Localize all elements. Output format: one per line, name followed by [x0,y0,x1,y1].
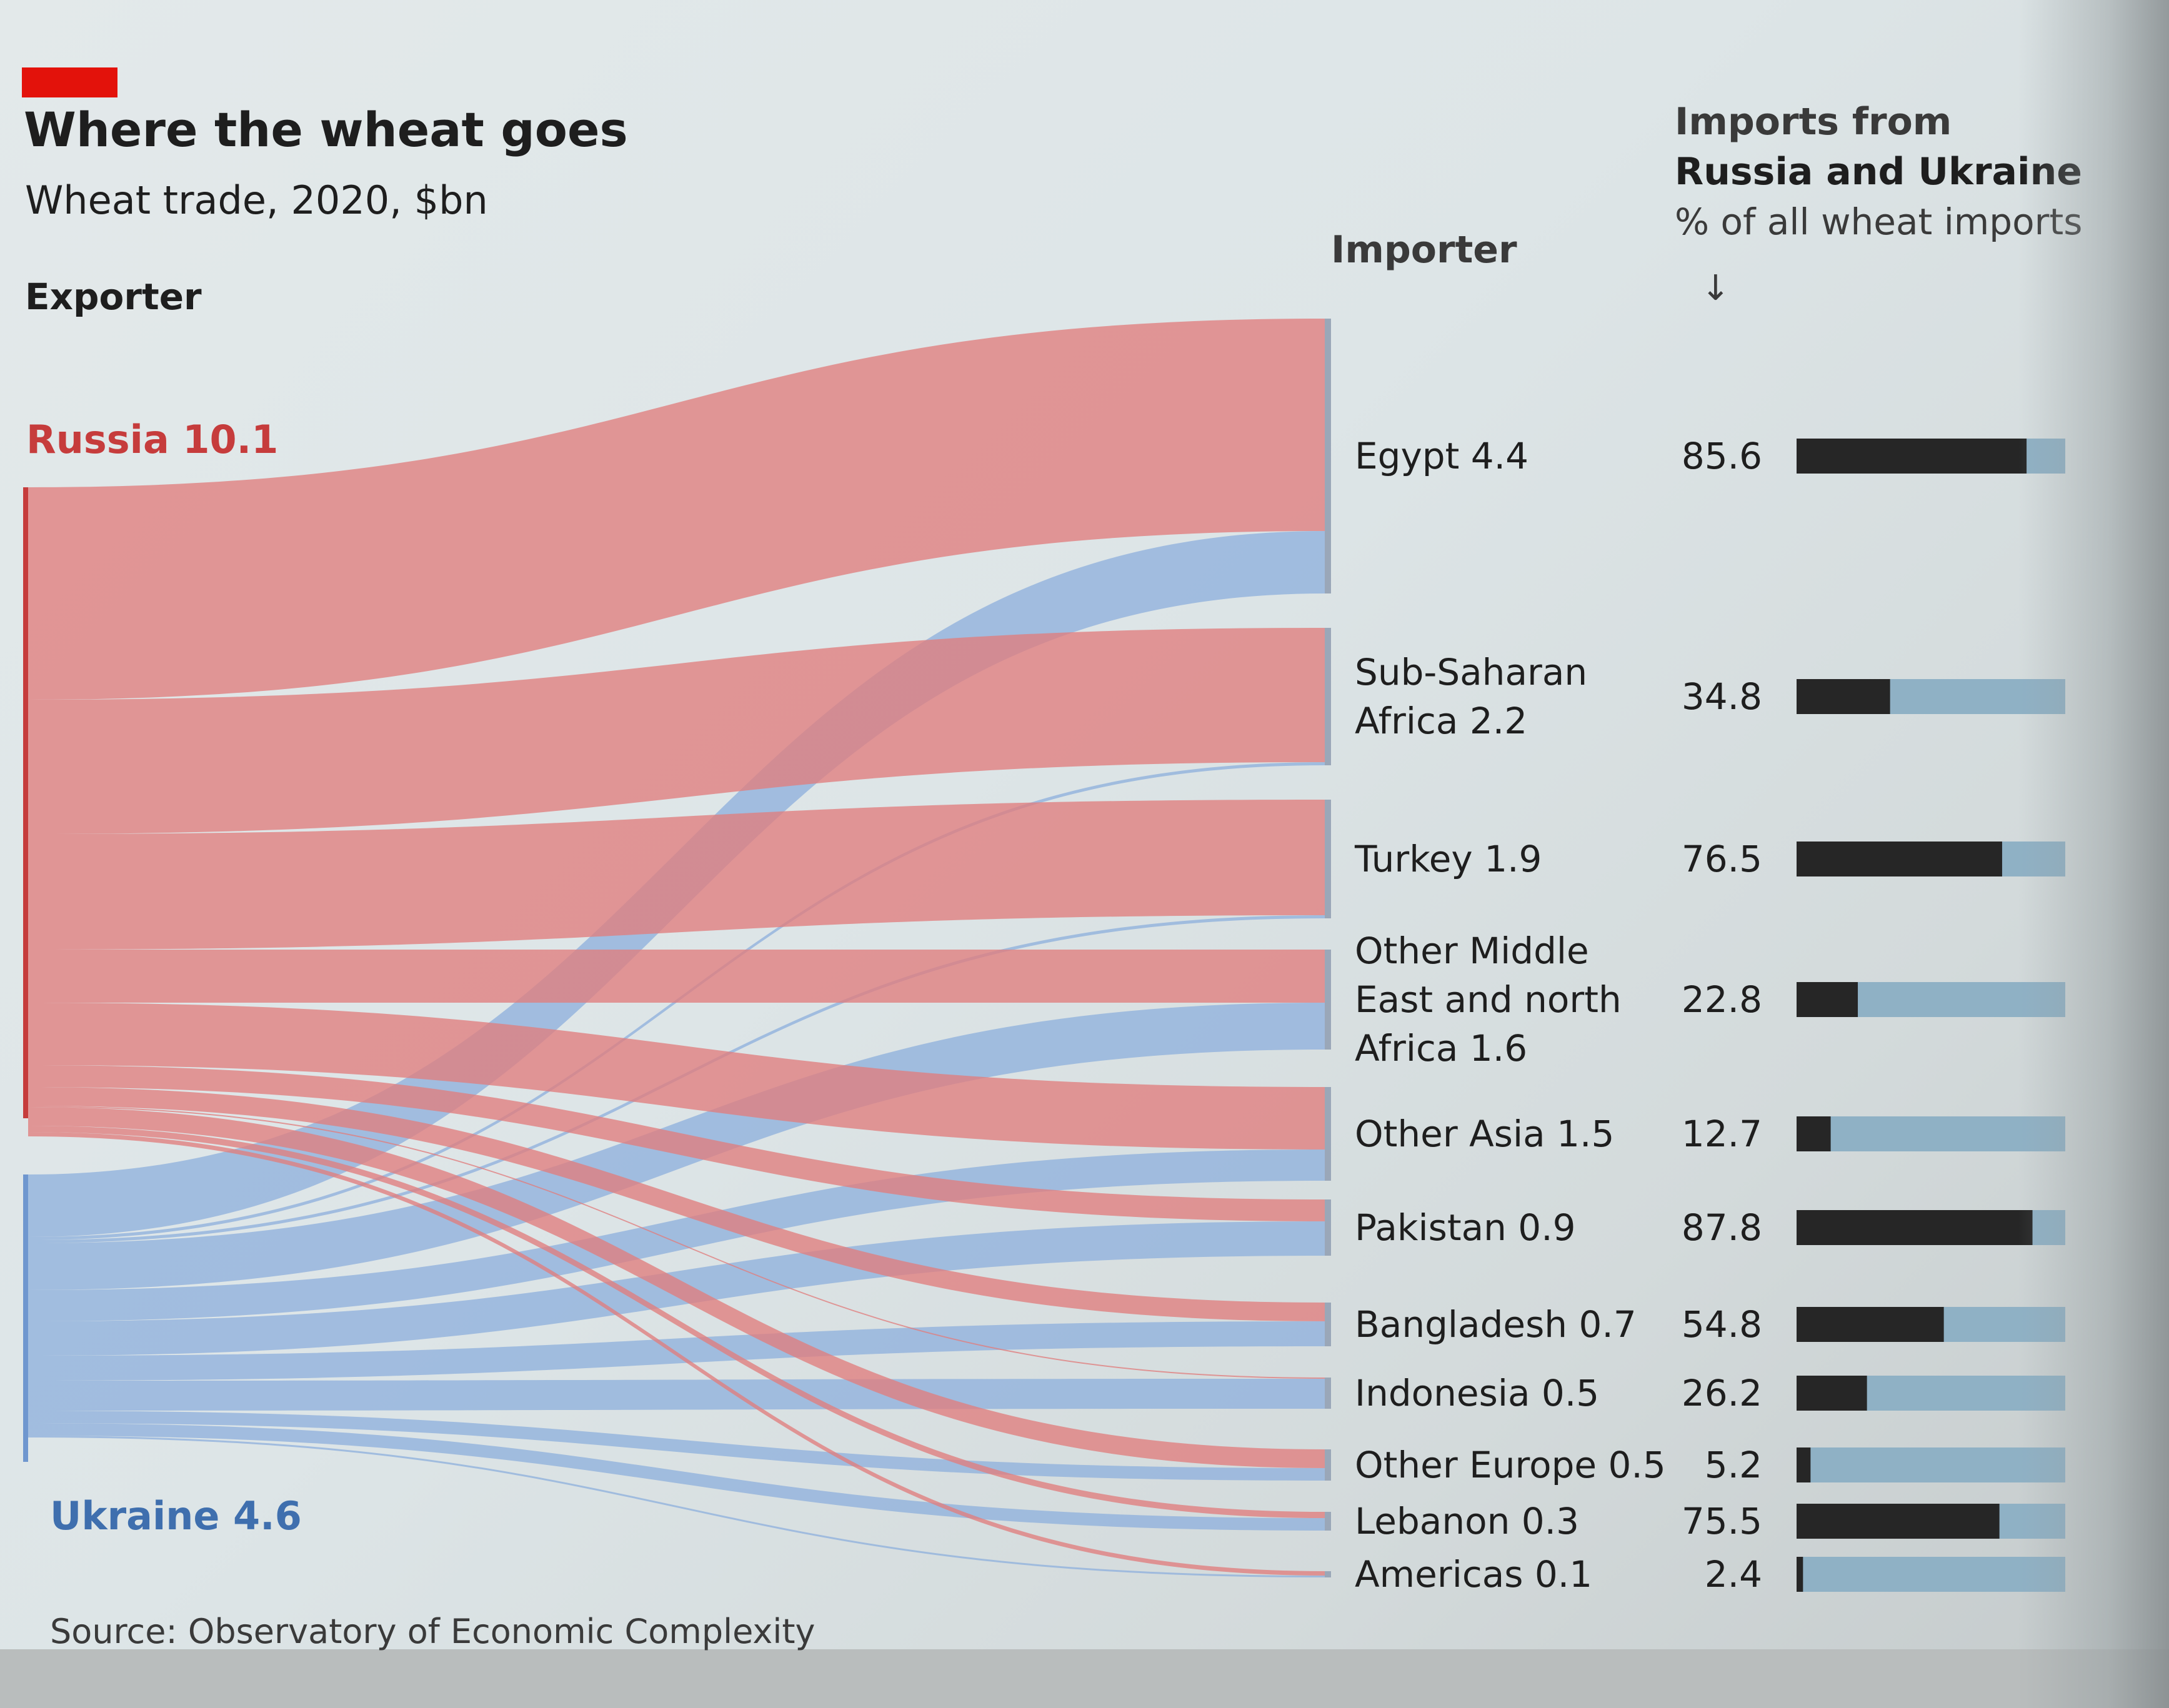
importer-label-line: Africa 1.6 [1355,1027,1527,1070]
chart-title: Where the wheat goes [24,102,628,157]
importer-label-egypt: Egypt 4.4 [1355,435,1528,477]
label-layer: Egypt 4.4 85.6 Sub-Saharan Africa 2.2 34.8 Tu… [1354,435,1762,1596]
importer-node-sub-saharan-africa [1325,628,1331,765]
share-bar-fill-bangladesh [1797,1307,1944,1342]
share-value-turkey: 76.5 [1682,838,1762,880]
share-value-sub-saharan-africa: 34.8 [1682,675,1762,718]
importer-label-americas: Americas 0.1 [1355,1553,1592,1596]
exporter-heading: Exporter [25,276,202,318]
share-value-other-europe: 5.2 [1705,1444,1762,1486]
exporter-node-ukraine [23,1174,28,1462]
importer-node-americas [1325,1571,1331,1577]
share-bar-fill-other-middle-east-and-north-africa [1797,982,1858,1017]
share-bar-fill-lebanon [1797,1504,2000,1539]
flow-russia-egypt [28,319,1325,700]
flow-russia-other-middle-east-and-north-africa [28,950,1325,1003]
share-value-lebanon: 75.5 [1682,1500,1762,1542]
share-value-other-middle-east-and-north-africa: 22.8 [1682,978,1762,1021]
importer-label-other-middle-east-and-north-africa: Other Middle East and north Africa 1.6 [1355,930,1622,1070]
importer-label-bangladesh: Bangladesh 0.7 [1355,1303,1637,1346]
share-bar-fill-egypt [1797,439,2027,474]
share-bar-fill-indonesia [1797,1376,1867,1411]
chart-subtitle: Wheat trade, 2020, $bn [25,177,488,223]
importer-label-line: Sub-Saharan [1355,651,1587,693]
importer-label-line: Pakistan 0.9 [1355,1206,1576,1249]
flow-russia-turkey [28,800,1325,950]
importer-node-egypt [1325,319,1331,593]
share-heading-line1: Imports from [1675,100,1952,144]
importer-label-line: Other Middle [1355,930,1589,972]
importer-label-line: Americas 0.1 [1355,1553,1592,1596]
importer-label-line: Lebanon 0.3 [1355,1500,1579,1542]
share-bar-fill-other-europe [1797,1447,1811,1482]
source-note: Source: Observatory of Economic Complexi… [50,1612,815,1651]
flow-ukraine-indonesia [28,1379,1325,1411]
flow-ukraine-other-europe [28,1411,1325,1481]
importer-label-indonesia: Indonesia 0.5 [1355,1372,1599,1414]
importer-node-indonesia [1325,1378,1331,1409]
importer-label-line: Bangladesh 0.7 [1355,1303,1637,1346]
share-bar-fill-sub-saharan-africa [1797,679,1890,714]
share-value-americas: 2.4 [1705,1553,1762,1596]
share-value-pakistan: 87.8 [1682,1206,1762,1249]
flow-russia-other-asia [28,1003,1325,1149]
importer-node-other-asia [1325,1087,1331,1181]
importer-label-sub-saharan-africa: Sub-Saharan Africa 2.2 [1355,651,1587,742]
flow-russia-bangladesh [28,1087,1325,1321]
exporter-node-russia [23,487,28,1118]
importer-node-bangladesh [1325,1303,1331,1346]
flow-russia-pakistan [28,1065,1325,1221]
share-value-egypt: 85.6 [1682,435,1762,477]
importer-label-pakistan: Pakistan 0.9 [1355,1206,1576,1249]
importer-label-line: Egypt 4.4 [1355,435,1528,477]
share-bar-fill-turkey [1797,842,2002,876]
importer-label-line: Turkey 1.9 [1354,838,1542,880]
accent-tag [22,67,117,97]
flow-ukraine-bangladesh [28,1321,1325,1381]
share-heading-line2: Russia and Ukraine [1675,150,2082,194]
share-bar-fill-pakistan [1797,1210,2033,1245]
page-shadow [2018,0,2169,1708]
paper-edge [0,1649,2169,1708]
flow-russia-indonesia [28,1106,1325,1379]
share-value-bangladesh: 54.8 [1682,1303,1762,1346]
importer-heading: Importer [1331,228,1517,272]
importer-label-line: Indonesia 0.5 [1355,1372,1599,1414]
importer-label-line: Africa 2.2 [1355,700,1527,742]
flow-ukraine-americas [28,1436,1325,1577]
importer-node-pakistan [1325,1199,1331,1256]
flow-layer [28,319,1325,1577]
importer-node-other-europe [1325,1449,1331,1481]
flow-ukraine-lebanon [28,1423,1325,1531]
importer-label-line: East and north [1355,978,1622,1021]
importer-node-turkey [1325,800,1331,918]
exporter-label-ukraine: Ukraine 4.6 [50,1493,302,1539]
importer-label-turkey: Turkey 1.9 [1354,838,1542,880]
exporter-label-russia: Russia 10.1 [26,417,278,462]
share-value-other-asia: 12.7 [1682,1113,1762,1155]
importer-label-line: Other Europe 0.5 [1355,1444,1666,1486]
importer-node-other-middle-east-and-north-africa [1325,950,1331,1050]
flow-russia-sub-saharan-africa [28,628,1325,834]
share-value-indonesia: 26.2 [1682,1372,1762,1414]
share-bar-fill-other-asia [1797,1116,1831,1151]
flow-russia-other-europe [28,1107,1325,1468]
importer-label-line: Other Asia 1.5 [1355,1113,1614,1155]
importer-label-lebanon: Lebanon 0.3 [1355,1500,1579,1542]
share-bar-fill-americas [1797,1557,1803,1592]
importer-label-other-asia: Other Asia 1.5 [1355,1113,1614,1155]
importer-node-lebanon [1325,1512,1331,1531]
flow-russia-americas [28,1132,1325,1576]
importer-label-other-europe: Other Europe 0.5 [1355,1444,1666,1486]
flow-russia-lebanon [28,1126,1325,1518]
node-layer [23,319,1331,1577]
sort-arrow-icon: ↓ [1701,268,1730,309]
share-heading-line3: % of all wheat imports [1675,201,2082,243]
